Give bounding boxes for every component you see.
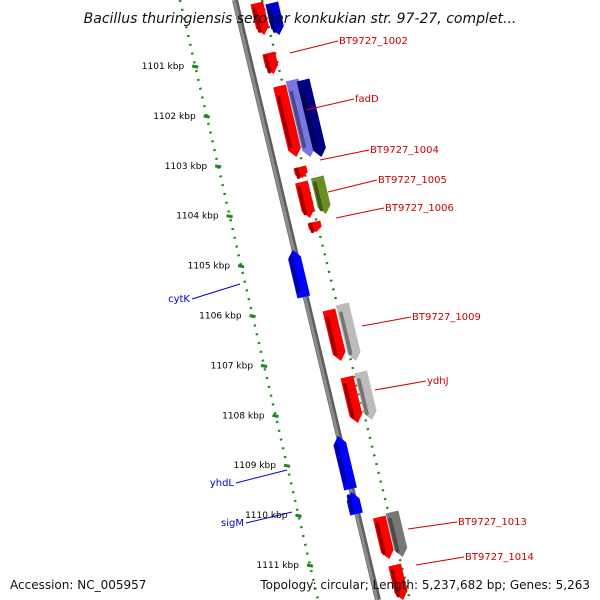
- gene-arrow-shading: [288, 256, 301, 293]
- gene-feature: [333, 436, 357, 491]
- major-tick: [249, 314, 256, 319]
- gene-arrow-shading: [252, 6, 262, 33]
- gene-arrow-shading: [276, 95, 293, 149]
- gene-arrow-shading: [325, 316, 338, 356]
- forward-gene-label: BT9727_1014: [465, 552, 534, 563]
- accession-label: Accession: NC_005957: [10, 578, 147, 592]
- label-leader: [289, 40, 339, 54]
- gene-arrow-shading: [334, 442, 347, 484]
- tick-label: 1104 kbp: [176, 212, 219, 222]
- major-tick: [226, 214, 233, 219]
- gene-feature: [310, 175, 331, 214]
- gene-arrow-shading: [297, 186, 308, 216]
- gene-arrow-shading: [357, 378, 369, 416]
- major-tick: [283, 463, 291, 468]
- tick-label: 1103 kbp: [165, 162, 208, 172]
- major-tick: [272, 413, 279, 418]
- gene-feature: [296, 78, 326, 157]
- major-tick: [214, 164, 222, 169]
- major-tick: [306, 563, 314, 568]
- tick-label: 1101 kbp: [142, 62, 185, 72]
- tick-label: 1106 kbp: [199, 312, 242, 322]
- gene-arrow-shading: [390, 569, 401, 598]
- tick-label: 1110 kbp: [245, 511, 288, 521]
- gene-feature: [340, 375, 363, 423]
- reverse-gene-label: cytK: [168, 294, 190, 305]
- label-leader: [327, 179, 378, 193]
- gene-arrow-shading: [300, 90, 318, 149]
- gene-feature: [372, 515, 394, 559]
- gene-feature: [346, 492, 363, 516]
- gene-arrow-shading: [294, 167, 301, 179]
- label-leader: [235, 469, 288, 484]
- topology-label: Topology: circular; Length: 5,237,682 bp…: [260, 578, 590, 592]
- gene-feature: [293, 165, 308, 179]
- gene-feature: [265, 1, 284, 35]
- gene-arrow-shading: [289, 90, 307, 149]
- reverse-gene-label: sigM: [221, 518, 244, 529]
- gene-feature: [273, 84, 301, 157]
- gene-feature: [385, 510, 408, 557]
- major-tick: [203, 114, 210, 119]
- gene-feature: [388, 563, 408, 600]
- gene-arrow-shading: [375, 522, 387, 556]
- label-leader: [191, 283, 241, 300]
- major-tick: [295, 513, 302, 518]
- gene-feature: [322, 308, 346, 361]
- tick-label: 1102 kbp: [153, 112, 196, 122]
- tick-label: 1108 kbp: [222, 411, 265, 421]
- gene-arrow-shading: [267, 6, 277, 33]
- label-leader: [245, 511, 293, 524]
- gene-arrow-shading: [308, 222, 315, 234]
- label-leader: [415, 556, 465, 566]
- gene-feature: [262, 51, 279, 74]
- gene-feature: [307, 220, 322, 234]
- map-title: Bacillus thuringiensis serovar konkukian…: [84, 11, 517, 27]
- label-leader: [361, 316, 412, 327]
- tick-label: 1109 kbp: [234, 461, 277, 471]
- gene-feature: [288, 250, 311, 299]
- tick-ring: 1101 kbp 1102 kbp 1103 kbp 1104 kbp 1105 kbp…: [142, 0, 412, 600]
- gene-arrow-shading: [339, 311, 353, 356]
- gene-arrow-shading: [313, 181, 324, 212]
- outer-tick-ring: [260, 0, 412, 600]
- feature-track: [250, 1, 408, 600]
- gene-feature: [285, 78, 315, 157]
- gene-feature: [336, 302, 361, 361]
- label-leader: [374, 380, 427, 391]
- gene-labels: BT9727_1002 fadD BT9727_1004 BT9727_1005 BT9…: [168, 36, 534, 566]
- tick-label: 1111 kbp: [257, 561, 300, 571]
- tick-label: 1105 kbp: [188, 262, 231, 272]
- forward-gene-label: BT9727_1006: [385, 203, 454, 214]
- forward-gene-label: ydhJ: [427, 376, 449, 387]
- label-leader: [305, 98, 355, 111]
- inner-tick-ring: [178, 0, 320, 600]
- label-leader: [407, 521, 458, 530]
- forward-gene-label: BT9727_1004: [370, 145, 439, 156]
- gene-arrow-shading: [388, 517, 400, 553]
- gene-arrow-shading: [346, 494, 355, 514]
- forward-gene-label: BT9727_1009: [412, 312, 481, 323]
- label-leader: [319, 149, 370, 161]
- gene-arrow-shading: [343, 382, 355, 419]
- forward-gene-label: fadD: [355, 94, 379, 105]
- gene-feature: [295, 180, 315, 218]
- tick-label: 1107 kbp: [211, 361, 254, 371]
- major-tick: [260, 363, 268, 369]
- forward-gene-label: BT9727_1002: [339, 36, 408, 47]
- major-tick: [237, 264, 245, 269]
- gene-arrow-shading: [264, 55, 272, 74]
- major-tick: [191, 64, 199, 69]
- label-leader: [335, 207, 385, 219]
- gene-feature: [250, 1, 269, 35]
- forward-gene-label: BT9727_1005: [378, 175, 447, 186]
- forward-gene-label: BT9727_1013: [458, 517, 527, 528]
- gene-feature: [354, 370, 377, 420]
- reverse-gene-label: yhdL: [210, 478, 235, 489]
